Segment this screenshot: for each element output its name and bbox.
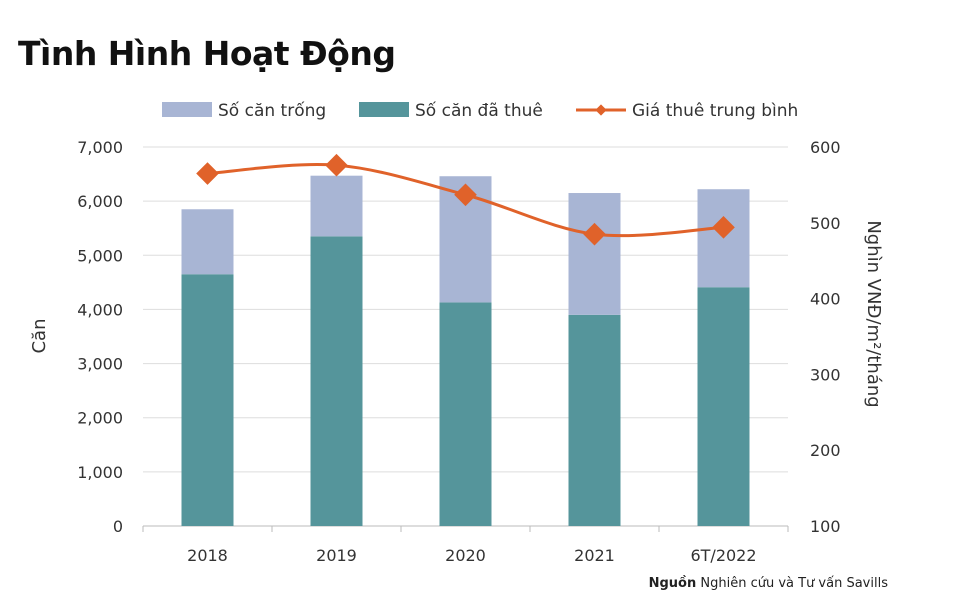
legend-label-rent: Giá thuê trung bình — [632, 101, 798, 121]
x-tick-label: 2019 — [316, 546, 357, 565]
source-label: Nguồn — [648, 576, 697, 591]
bar-vacant — [310, 175, 363, 237]
legend-label-vacant: Số căn trống — [218, 100, 326, 121]
line-marker — [325, 153, 348, 177]
bar-rented — [181, 274, 234, 526]
y-tick-label: 6,000 — [77, 192, 123, 211]
x-tick-label: 6T/2022 — [690, 546, 756, 565]
bar-vacant — [568, 193, 621, 315]
bar-vacant — [181, 209, 234, 275]
bar-rented — [697, 287, 750, 526]
legend-swatch-vacant — [162, 102, 212, 117]
y-right-axis-title: Nghìn VNĐ/m²/tháng — [863, 220, 884, 407]
x-tick-label: 2020 — [445, 546, 486, 565]
x-tick-label: 2018 — [187, 546, 228, 565]
legend-marker-rent — [595, 104, 607, 116]
y-tick-label: 1,000 — [77, 463, 123, 482]
y-right-tick-label: 100 — [810, 517, 841, 536]
bar-rented — [310, 236, 363, 527]
y-tick-label: 5,000 — [77, 246, 123, 265]
y-tick-label: 7,000 — [77, 138, 123, 157]
source-note: Nguồn Nghiên cứu và Tư vấn Savills — [649, 576, 888, 591]
y-tick-label: 0 — [113, 517, 123, 536]
x-tick-label: 2021 — [574, 546, 615, 565]
legend-label-rented: Số căn đã thuê — [415, 100, 543, 121]
y-tick-label: 3,000 — [77, 355, 123, 374]
line-marker — [196, 162, 219, 185]
y-right-tick-label: 500 — [810, 214, 841, 233]
legend-swatch-rented — [359, 102, 409, 117]
chart-title: Tình Hình Hoạt Động — [18, 34, 396, 73]
bar-rented — [568, 314, 621, 526]
y-right-tick-label: 300 — [810, 365, 841, 384]
bar-rented — [439, 302, 492, 526]
y-tick-label: 4,000 — [77, 300, 123, 319]
y-tick-label: 2,000 — [77, 409, 123, 428]
y-right-tick-label: 400 — [810, 290, 841, 309]
y-right-tick-label: 600 — [810, 138, 841, 157]
y-axis-title: Căn — [29, 318, 50, 353]
y-right-tick-label: 200 — [810, 441, 841, 460]
source-text: Nghiên cứu và Tư vấn Savills — [700, 576, 888, 591]
